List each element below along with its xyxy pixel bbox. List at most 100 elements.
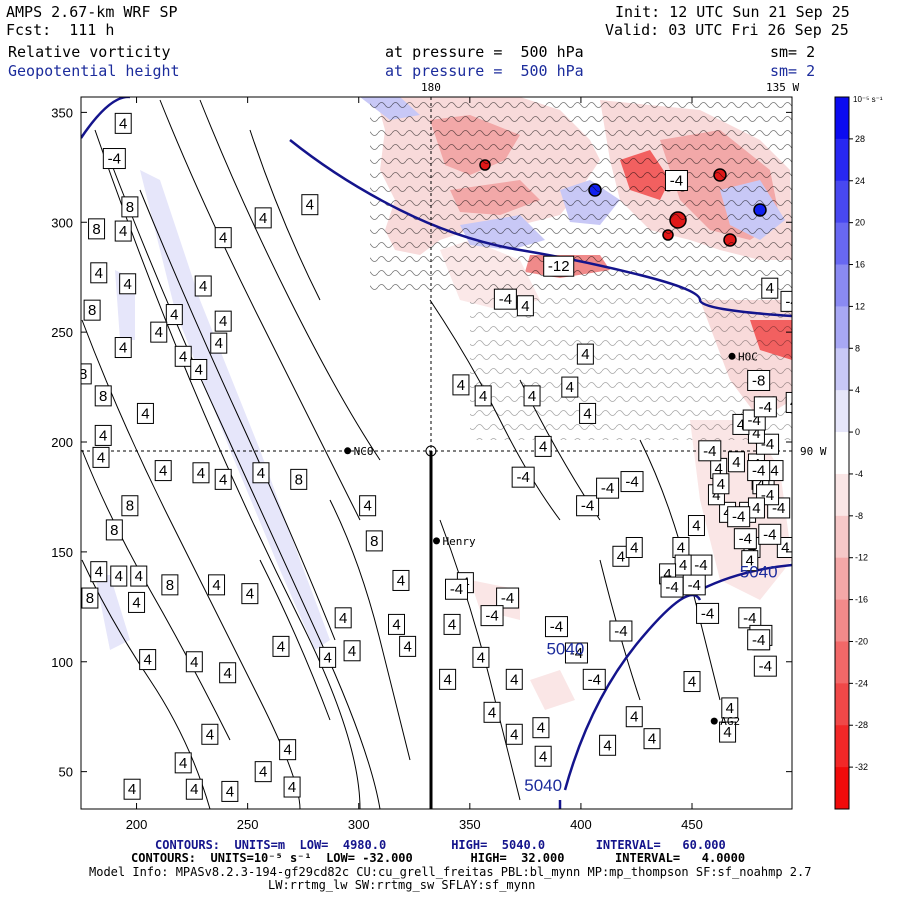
vorticity-label: -4 xyxy=(588,671,601,688)
colorbar-swatch xyxy=(835,180,849,224)
vorticity-label-box xyxy=(343,640,361,662)
vorticity-label-box xyxy=(102,148,126,170)
vorticity-label-box xyxy=(747,369,771,391)
axes: 200 250 300 350 400 450 50 100 150 200 250 300 350 xyxy=(51,97,792,832)
vorticity-label-box xyxy=(283,776,301,798)
vorticity-label-box xyxy=(214,468,232,490)
y-tick-label: 100 xyxy=(51,655,73,670)
vorticity-label: 8 xyxy=(88,302,96,319)
vorticity-label-box xyxy=(687,515,705,537)
vorticity-label: 4 xyxy=(781,539,789,556)
lon-label-180: 180 xyxy=(421,81,441,94)
colorbar-swatch xyxy=(835,683,849,726)
vorticity-label-box xyxy=(165,304,183,326)
vorticity-label-box xyxy=(582,668,606,690)
vorticity-label-box xyxy=(620,471,644,493)
vorticity-label: 4 xyxy=(679,557,687,574)
field1-level: at pressure = 500 hPa xyxy=(385,43,584,61)
vorticity-label: 4 xyxy=(663,566,671,583)
vorticity-label-box xyxy=(94,424,112,446)
vorticity-label: 4 xyxy=(123,276,131,293)
colorbar-tick-label: -8 xyxy=(855,511,863,521)
vorticity-label: 4 xyxy=(603,737,611,754)
vorticity-region xyxy=(530,670,575,710)
vorticity-label-box xyxy=(727,506,751,528)
colorbar-swatch xyxy=(835,222,849,266)
vorticity-label: 4 xyxy=(715,460,723,477)
vorticity-label: 8 xyxy=(126,498,134,515)
colorbar-swatch xyxy=(835,767,849,810)
vorticity-label: 4 xyxy=(479,388,487,405)
vorticity-label: 4 xyxy=(392,616,400,633)
colorbar-swatch xyxy=(835,557,849,601)
vorticity-label-box xyxy=(130,565,148,587)
vorticity-label: -4 xyxy=(570,645,583,662)
colorbar-swatch xyxy=(835,725,849,768)
vorticity-label: 4 xyxy=(212,577,220,594)
vorticity-label: 4 xyxy=(141,405,149,422)
vorticity-label-box xyxy=(472,646,490,668)
vorticity-label-box xyxy=(443,613,461,635)
height-label: 5040 xyxy=(524,776,562,795)
colorbar-swatch xyxy=(835,306,849,349)
vorticity-label: -4 xyxy=(701,605,714,622)
vorticity-label: 4 xyxy=(752,425,760,442)
vorticity-label-box xyxy=(660,576,684,598)
vorticity-label: 4 xyxy=(737,416,745,433)
vorticity-label: 4 xyxy=(539,438,547,455)
vorticity-label-box xyxy=(696,602,720,624)
vorticity-label: 4 xyxy=(363,498,371,515)
colorbar-tick-label: -32 xyxy=(855,762,868,772)
y-tick-label: 300 xyxy=(51,215,73,230)
vorticity-label-box xyxy=(780,290,792,312)
vorticity-label-box xyxy=(128,591,146,613)
vorticity-label-box xyxy=(279,739,297,761)
vorticity-label-box xyxy=(493,288,517,310)
vorticity-label: 4 xyxy=(219,471,227,488)
vorticity-label-box xyxy=(564,642,588,664)
vorticity-label-box xyxy=(392,569,410,591)
vorticity-label: 4 xyxy=(746,553,754,570)
vorticity-label-box xyxy=(599,734,617,756)
vorticity-label-box xyxy=(174,752,192,774)
vorticity-label-box xyxy=(161,574,179,596)
colorbar-tick-label: -20 xyxy=(855,636,868,646)
vorticity-label-box xyxy=(511,466,535,488)
vorticity-label-box xyxy=(439,668,457,690)
vorticity-label-box xyxy=(516,295,534,317)
vorticity-label-box xyxy=(81,587,99,609)
vorticity-label-box xyxy=(219,662,237,684)
vorticity-label-box xyxy=(254,207,272,229)
vorticity-label: 4 xyxy=(323,649,331,666)
vorticity-label: -4 xyxy=(516,469,529,486)
x-tick-label: 300 xyxy=(348,817,370,832)
colorbar-tick-label: -12 xyxy=(855,553,868,563)
vorticity-contour-line xyxy=(109,159,381,809)
vorticity-label: -4 xyxy=(665,579,678,596)
vorticity-label-box xyxy=(190,358,208,380)
vorticity-label-box xyxy=(194,275,212,297)
vorticity-label: 8 xyxy=(86,590,94,607)
station-marker xyxy=(344,447,352,455)
colorbar-tick-label: 24 xyxy=(855,176,865,186)
vorticity-label: 4 xyxy=(677,539,685,556)
vorticity-label: 4 xyxy=(277,638,285,655)
model-info-cont: LW:rrtmg_lw SW:rrtmg_sw SFLAY:sf_mynn xyxy=(268,878,536,892)
vorticity-label-box xyxy=(214,310,232,332)
vorticity-label-box xyxy=(761,277,779,299)
vorticity-label: 4 xyxy=(95,564,103,581)
vorticity-label-box xyxy=(452,374,470,396)
vorticity-label: -4 xyxy=(694,557,707,574)
vorticity-label: 4 xyxy=(521,298,529,315)
vorticity-label-box xyxy=(174,345,192,367)
vorticity-label: 4 xyxy=(648,731,656,748)
vorticity-label: -4 xyxy=(739,531,752,548)
vorticity-contour-line xyxy=(81,559,211,809)
y-tick-label: 200 xyxy=(51,435,73,450)
vorticity-label: -4 xyxy=(785,293,798,310)
init-time: Init: 12 UTC Sun 21 Sep 25 xyxy=(615,3,850,21)
lon-label-135w: 135 W xyxy=(766,81,800,94)
vorticity-label: -4 xyxy=(688,577,701,594)
vorticity-label-box xyxy=(576,495,600,517)
vorticity-label-box xyxy=(185,651,203,673)
